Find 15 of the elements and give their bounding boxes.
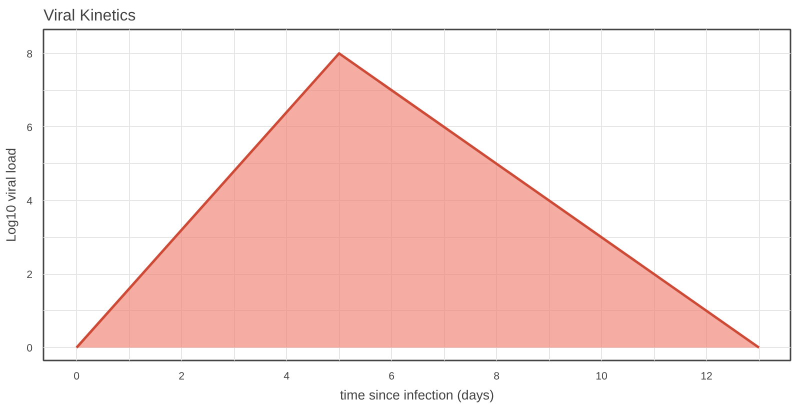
x-tick-label: 4 bbox=[284, 370, 290, 382]
x-tick-label: 10 bbox=[596, 370, 608, 382]
x-tick-label: 6 bbox=[388, 370, 395, 382]
y-tick-label: 8 bbox=[26, 48, 33, 60]
y-tick-label: 4 bbox=[26, 196, 33, 208]
y-tick-label: 6 bbox=[26, 122, 33, 134]
x-tick-label: 0 bbox=[74, 370, 80, 382]
y-axis-title: Log10 viral load bbox=[4, 148, 19, 242]
x-axis-title: time since infection (days) bbox=[340, 388, 494, 402]
x-tick-label: 2 bbox=[178, 370, 185, 382]
y-tick-label: 0 bbox=[26, 342, 33, 355]
x-tick-label: 12 bbox=[700, 370, 713, 382]
x-tick-label: 8 bbox=[494, 370, 500, 382]
y-tick-label: 2 bbox=[26, 269, 33, 282]
chart-title: Viral Kinetics bbox=[44, 8, 136, 24]
